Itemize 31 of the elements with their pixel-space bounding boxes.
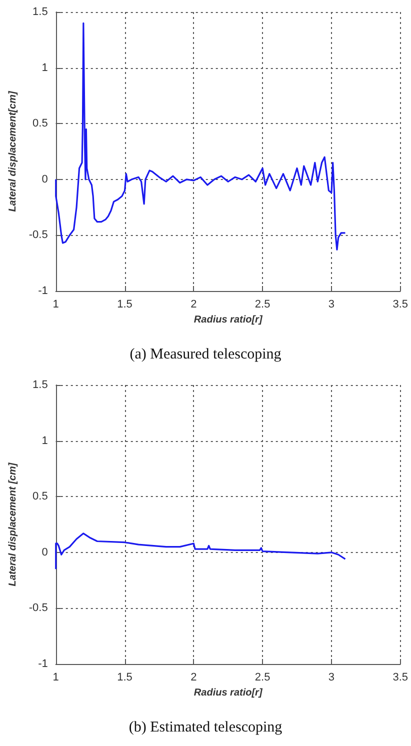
- x-axis-title: Radius ratio[r]: [194, 314, 263, 326]
- x-tick-label: 2: [190, 298, 197, 310]
- x-tick-label: 2.5: [254, 298, 270, 310]
- y-tick-label: -0.5: [28, 602, 48, 614]
- y-tick-label: 1.5: [32, 6, 48, 18]
- x-tick-label: 2: [190, 672, 197, 684]
- text: (a) Measured telescoping: [130, 346, 282, 362]
- y-tick-label: -0.5: [28, 229, 48, 242]
- y-tick-label: 1: [42, 62, 48, 74]
- y-axis-title: Lateral displacement [cm]: [8, 462, 18, 586]
- y-tick-label: -1: [38, 285, 48, 297]
- y-tick-label: 0.5: [32, 118, 48, 130]
- x-tick-label: 2.5: [254, 672, 270, 684]
- y-tick-label: 0.5: [32, 490, 48, 503]
- x-axis-title: Radius ratio[r]: [194, 687, 263, 698]
- x-tick-label: 1.5: [117, 298, 132, 310]
- text: (b) Estimated telescoping: [128, 720, 283, 736]
- x-tick-label: 3: [328, 298, 335, 310]
- x-tick-label: 3.5: [392, 672, 408, 684]
- x-tick-label: 3: [328, 672, 335, 684]
- y-axis-title: Lateral displacement[cm]: [8, 90, 18, 212]
- y-tick-label: 1.5: [32, 379, 48, 391]
- x-tick-label: 3.5: [392, 298, 408, 310]
- y-tick-label: -1: [38, 658, 48, 670]
- x-tick-label: 1.5: [117, 672, 132, 684]
- y-tick-label: 0: [42, 173, 48, 186]
- x-tick-label: 1: [52, 672, 59, 684]
- x-tick-label: 1: [52, 298, 59, 310]
- y-tick-label: 1: [42, 434, 48, 447]
- line-series: [55, 532, 346, 570]
- y-tick-label: 0: [42, 546, 48, 558]
